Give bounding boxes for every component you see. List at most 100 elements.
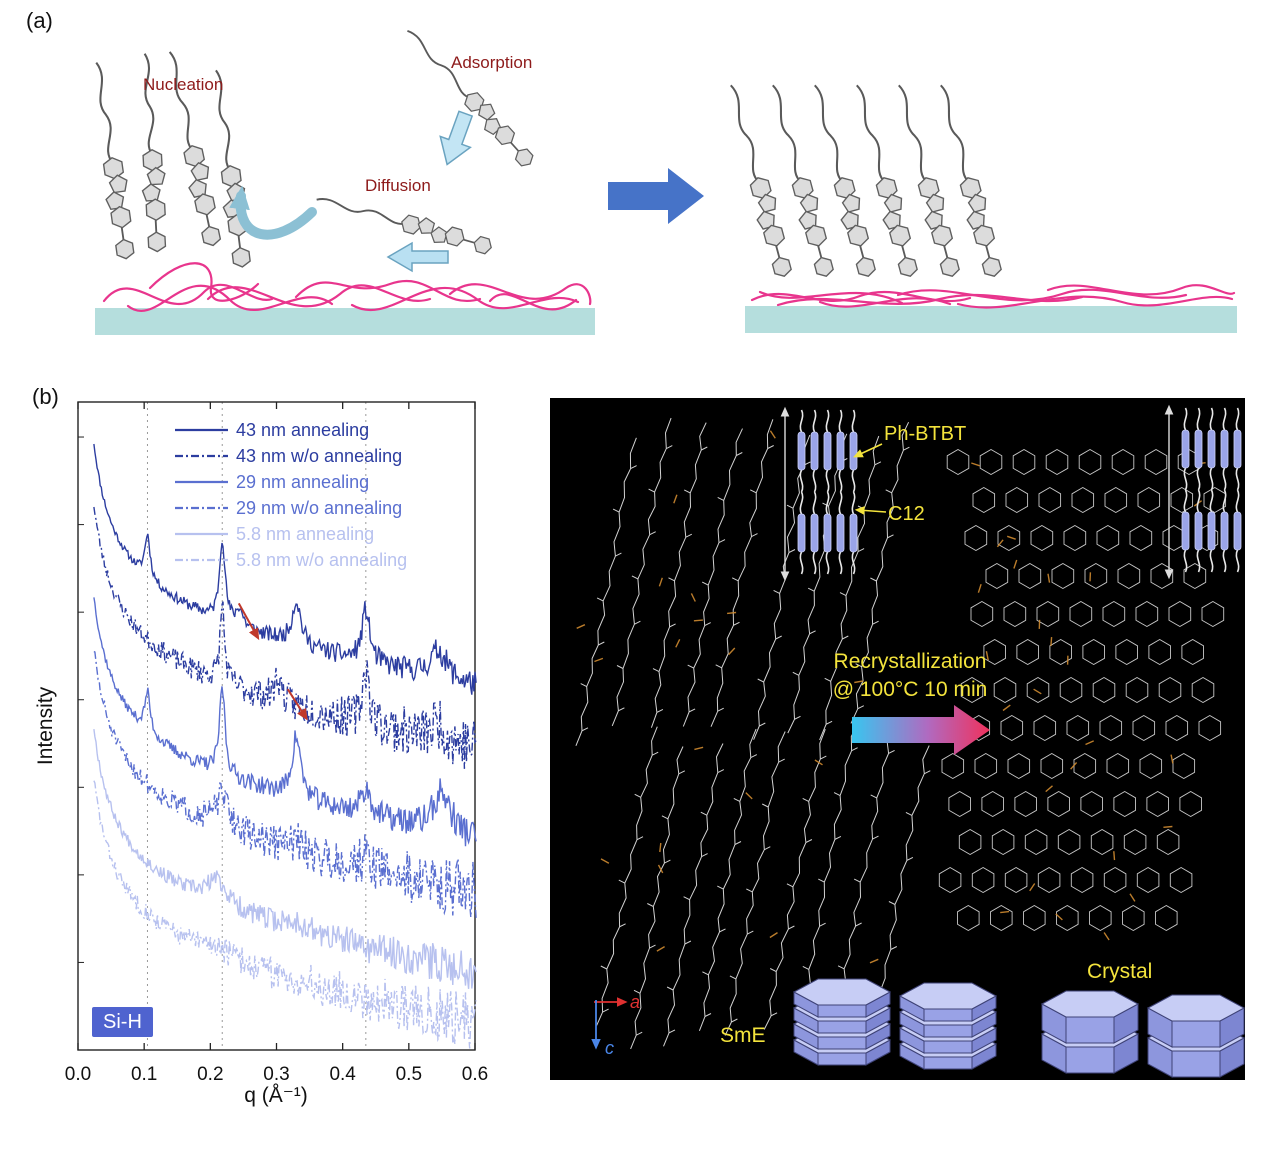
- crystal-lattice-ring: [1139, 752, 1163, 780]
- mesogen-rod: [849, 431, 858, 471]
- crystal-lattice-ring: [1040, 752, 1064, 780]
- crystal-lattice-ring: [958, 828, 982, 856]
- molecule: [141, 53, 167, 253]
- sulfur-bond: [869, 958, 879, 964]
- alkyl-tail: [812, 491, 817, 515]
- mesogen-rod: [797, 513, 806, 553]
- crystal-lattice-ring: [1059, 676, 1083, 704]
- peak-annotation-arrow: [237, 602, 260, 641]
- adsorption-label: Adsorption: [451, 53, 532, 72]
- crystal-prism-stack: [1146, 994, 1246, 1078]
- sulfur-bond: [600, 858, 610, 864]
- crystal-phase-label: Crystal: [1087, 960, 1152, 983]
- crystal-lattice-ring: [1003, 600, 1027, 628]
- sulfur-bond: [1033, 688, 1042, 695]
- alkyl-tail: [799, 469, 804, 493]
- crystal-lattice-ring: [1092, 676, 1116, 704]
- mesogen-rod: [1181, 429, 1190, 469]
- alkyl-tail: [1235, 489, 1240, 513]
- diffusion-label: Diffusion: [365, 176, 431, 195]
- alkyl-tail: [825, 409, 830, 433]
- alkyl-tail: [1183, 467, 1188, 491]
- crystal-lattice-ring: [941, 752, 965, 780]
- crystal-lattice-ring: [1016, 638, 1039, 666]
- sulfur-bond: [657, 864, 664, 874]
- mesogen-rod: [810, 431, 819, 471]
- x-tick-label: 0.4: [329, 1064, 356, 1085]
- crystal-lattice-ring: [1129, 524, 1153, 552]
- sulfur-bond: [659, 842, 662, 853]
- nucleation-label: Nucleation: [143, 75, 223, 94]
- bilayer-inset-sme: [780, 406, 858, 582]
- mesogen-rod: [823, 513, 832, 553]
- alkyl-tail: [1235, 407, 1240, 431]
- crystal-lattice-ring: [1023, 904, 1046, 932]
- axis-c-label: c: [605, 1038, 614, 1058]
- sulfur-bond: [690, 593, 696, 602]
- legend-label: 5.8 nm annealing: [236, 524, 374, 544]
- mesogen-rod: [1207, 429, 1216, 469]
- sulfur-bond: [1070, 762, 1078, 770]
- alkyl-tail: [1196, 489, 1201, 513]
- alkyl-tail: [851, 469, 856, 493]
- sulfur-bond: [1000, 910, 1010, 914]
- alkyl-tail: [851, 409, 856, 433]
- sulfur-bond: [854, 680, 864, 684]
- crystal-lattice-ring: [1181, 638, 1204, 666]
- crystal-prism-stack: [1040, 990, 1140, 1074]
- peak-annotation-arrow: [286, 688, 308, 721]
- crystal-lattice-ring: [1169, 866, 1193, 894]
- mesogen-rod: [823, 431, 832, 471]
- crystal-lattice-ring: [1156, 828, 1180, 856]
- crystal-lattice-ring: [1056, 904, 1079, 932]
- ph-btbt-pointer: [853, 443, 883, 458]
- series-line-29-nm-w-o-annealing: [93, 650, 477, 920]
- crystal-lattice-ring: [1096, 524, 1120, 552]
- substrate-badge: Si-H: [92, 1007, 153, 1037]
- crystal-lattice-ring: [957, 904, 980, 932]
- sulfur-bond: [1002, 704, 1011, 712]
- alkyl-tail: [1222, 407, 1227, 431]
- panel-b-label: (b): [32, 384, 59, 409]
- recrystallization-label: Recrystallization: [834, 650, 987, 673]
- mesogen-rod: [810, 513, 819, 553]
- phase-prisms: [792, 978, 1246, 1078]
- alkyl-tail: [825, 491, 830, 515]
- crystal-lattice-ring: [1026, 676, 1050, 704]
- substrate-left: [95, 308, 595, 335]
- adsorption-arrow: [439, 110, 474, 166]
- alkyl-tail: [1222, 549, 1227, 573]
- sulfur-bond: [1170, 754, 1174, 764]
- alkyl-tail: [838, 409, 843, 433]
- alkyl-tail: [825, 551, 830, 575]
- molecule-layer: [95, 29, 1002, 277]
- crystal-lattice-ring: [991, 828, 1015, 856]
- crystal-lattice-ring: [979, 448, 1003, 476]
- sulfur-bond: [996, 539, 1004, 548]
- crystal-lattice-ring: [1144, 448, 1168, 476]
- bilayer-inset-crystal: [1164, 404, 1242, 580]
- crystal-lattice-ring: [1073, 752, 1097, 780]
- layer-stacking-insets: [780, 404, 1242, 582]
- alkyl-tail: [1183, 549, 1188, 573]
- sme-molecule-chain: [710, 419, 774, 727]
- alkyl-tail: [1235, 467, 1240, 491]
- ph-btbt-label: Ph-BTBT: [884, 423, 966, 445]
- sulfur-bond: [576, 624, 586, 629]
- substrate-right: [745, 306, 1237, 333]
- crystal-lattice-ring: [1172, 752, 1196, 780]
- alkyl-tail: [1235, 549, 1240, 573]
- alkyl-tail: [1209, 407, 1214, 431]
- molecule: [730, 84, 792, 277]
- axis-a-label: a: [630, 992, 640, 1012]
- mesogen-rod: [1233, 511, 1242, 551]
- sulfur-bond: [675, 638, 681, 648]
- diffusion-arrow: [386, 241, 449, 273]
- molecule: [898, 84, 960, 277]
- molecule: [407, 29, 534, 167]
- crystal-lattice-ring: [1113, 790, 1136, 818]
- alkyl-tail: [799, 491, 804, 515]
- crystal-lattice-ring: [970, 600, 994, 628]
- crystal-lattice-ring: [997, 524, 1021, 552]
